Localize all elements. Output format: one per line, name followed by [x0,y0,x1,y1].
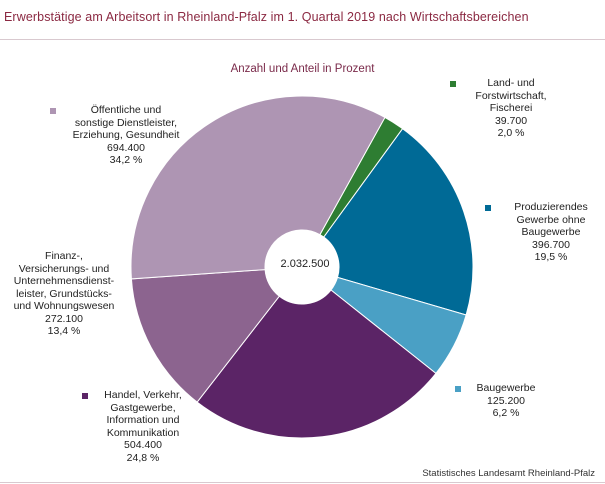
slice-percent: 19,5 % [534,251,568,263]
slice-value: 39.700 [494,114,528,127]
slice-label: Produzierendes Gewerbe ohne Baugewerbe 396.… [485,201,601,264]
legend-marker [50,108,56,114]
slice-name-line: Baugewerbe [521,226,581,238]
slice-name-line: leister, Grundstücks- [16,287,112,300]
slice-name-line: Fischerei [489,102,533,114]
slice-name-line: Information und [106,414,180,426]
slice-label: Öffentliche und sonstige Dienstleister, Er… [50,104,186,167]
slice-label: Baugewerbe 125.200 6,2 % [455,382,541,420]
chart-title: Erwerbstätige am Arbeitsort in Rheinland… [4,10,529,24]
slice-value: 504.400 [124,439,162,451]
pie-slice [196,289,437,439]
slice-name-line: Baugewerbe [476,382,536,394]
slice-name-line: Gastgewerbe, [110,401,176,414]
slice-name-line: Finanz-, [45,250,83,262]
slice-percent: 13,4 % [47,325,81,337]
total-label: 2.032.500 [280,258,330,270]
slice-name-line: Versicherungs- und [18,262,110,275]
slice-percent: 6,2 % [492,407,520,419]
legend-marker [450,81,456,87]
chart-subtitle: Anzahl und Anteil in Prozent [230,63,375,75]
bottom-divider [0,482,605,483]
legend-marker [485,205,491,211]
slice-percent: 24,8 % [126,451,160,464]
slice-value: 396.700 [532,238,570,251]
slice-value: 694.400 [107,141,145,154]
source-note: Statistisches Landesamt Rheinland-Pfalz [422,468,595,479]
pie-slice [130,95,386,280]
slice-value: 272.100 [45,312,83,325]
slice-label: Land- und Forstwirtschaft, Fischerei 39.700… [450,77,556,140]
slice-name-line: Forstwirtschaft, [475,89,547,102]
title-divider [0,39,605,40]
slice-name-line: Produzierendes [514,201,588,213]
legend-marker [82,393,88,399]
slice-name-line: Gewerbe ohne [516,213,586,226]
slice-name-line: Land- und [487,77,535,89]
slice-value: 125.200 [487,394,525,407]
slice-name-line: und Wohnungswesen [13,300,115,312]
slice-name-line: Erziehung, Gesundheit [72,129,180,141]
slice-name-line: Kommunikation [106,426,180,439]
slice-label: Finanz-, Versicherungs- und Unternehmensdi… [5,250,123,338]
slice-percent: 2,0 % [497,127,525,139]
slice-percent: 34,2 % [109,154,143,166]
slice-name-line: Unternehmensdienst- [13,275,115,287]
pie-slice [130,269,281,403]
slice-name-line: Handel, Verkehr, [104,389,182,401]
legend-marker [455,386,461,392]
slice-name-line: Öffentliche und [90,104,162,116]
slice-label: Handel, Verkehr, Gastgewerbe, Information … [82,389,188,464]
pie-slice [323,128,474,316]
slice-name-line: sonstige Dienstleister, [74,116,178,129]
